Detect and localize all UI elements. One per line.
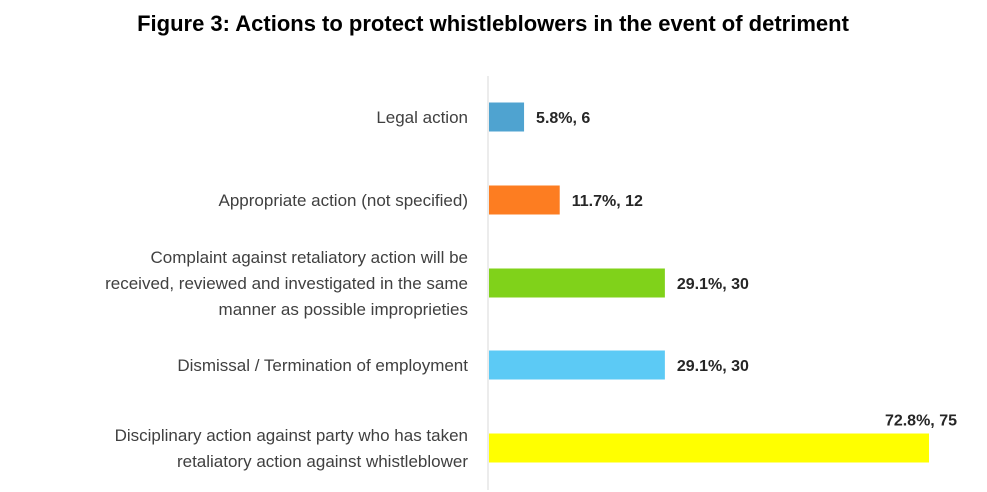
category-label-3: Complaint against retaliatory action wil… bbox=[105, 248, 468, 319]
data-label-4: 29.1%, 30 bbox=[677, 358, 749, 375]
category-label-line: manner as possible improprieties bbox=[219, 300, 468, 319]
category-label-2: Appropriate action (not specified) bbox=[219, 191, 468, 210]
bar-2 bbox=[489, 185, 560, 215]
category-label-line: Disciplinary action against party who ha… bbox=[115, 426, 468, 445]
category-label-line: Dismissal / Termination of employment bbox=[177, 356, 468, 375]
bar-5 bbox=[489, 433, 929, 463]
bar-4 bbox=[489, 350, 665, 380]
category-label-5: Disciplinary action against party who ha… bbox=[115, 426, 469, 471]
category-label-line: retaliatory action against whistleblower bbox=[177, 452, 468, 471]
category-label-line: Complaint against retaliatory action wil… bbox=[151, 248, 469, 267]
data-label-2: 11.7%, 12 bbox=[572, 193, 643, 210]
category-label-line: Legal action bbox=[376, 108, 468, 127]
category-label-line: Appropriate action (not specified) bbox=[219, 191, 468, 210]
bar-1 bbox=[489, 102, 525, 132]
bar-3 bbox=[489, 268, 665, 298]
data-label-1: 5.8%, 6 bbox=[536, 110, 590, 127]
category-label-4: Dismissal / Termination of employment bbox=[177, 356, 468, 375]
data-label-3: 29.1%, 30 bbox=[677, 276, 749, 293]
category-label-1: Legal action bbox=[376, 108, 468, 127]
chart-title: Figure 3: Actions to protect whistleblow… bbox=[137, 11, 849, 36]
category-label-line: received, reviewed and investigated in t… bbox=[105, 274, 468, 293]
data-label-5: 72.8%, 75 bbox=[885, 413, 957, 430]
